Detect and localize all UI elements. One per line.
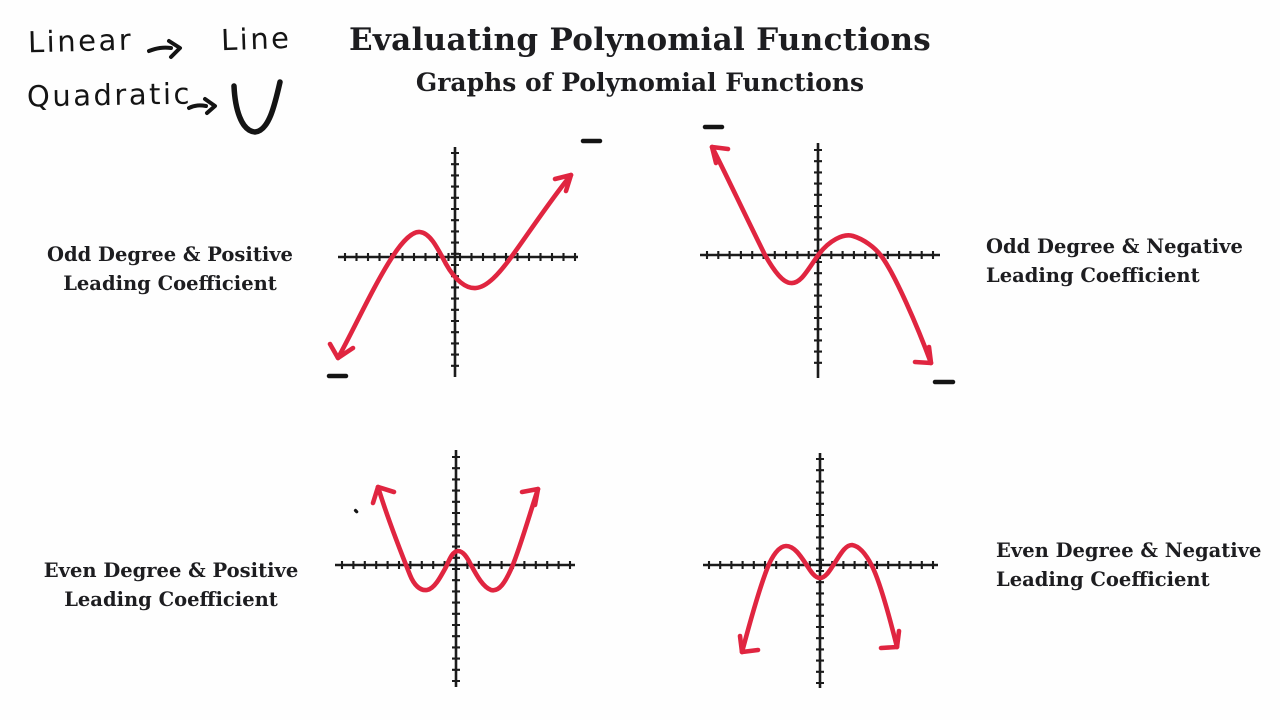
label-even-positive: Even Degree & Positive Leading Coefficie…	[40, 556, 302, 614]
page-subtitle: Graphs of Polynomial Functions	[415, 68, 865, 97]
polynomial-curve	[335, 172, 574, 361]
label-line: Leading Coefficient	[996, 568, 1210, 591]
note-quadratic-term: Quadratic	[26, 76, 193, 114]
end-behavior-dashes	[326, 138, 603, 379]
polynomial-curve	[375, 484, 541, 593]
label-line: Odd Degree & Negative	[986, 235, 1243, 258]
curve-arrowheads	[370, 484, 541, 508]
stray-dot	[353, 508, 359, 514]
label-line: Odd Degree & Positive	[47, 243, 293, 266]
label-line: Even Degree & Negative	[996, 539, 1262, 562]
label-odd-positive: Odd Degree & Positive Leading Coefficien…	[40, 240, 300, 298]
x-axis-ticks	[343, 253, 577, 261]
graph-odd-positive	[326, 138, 603, 379]
xy-axes	[338, 147, 578, 377]
curve-arrowheads	[327, 172, 574, 361]
label-line: Even Degree & Positive	[43, 559, 299, 582]
graph-odd-negative	[700, 124, 956, 385]
page-title: Evaluating Polynomial Functions	[348, 22, 932, 58]
y-axis-ticks	[816, 457, 824, 685]
graph-even-negative	[703, 453, 938, 688]
polynomial-curve	[739, 542, 900, 655]
graph-even-positive	[335, 450, 575, 687]
end-behavior-dashes	[702, 124, 956, 385]
label-line: Leading Coefficient	[63, 272, 277, 295]
u-parabola-icon	[231, 79, 283, 135]
right-arrow-icon	[187, 97, 217, 115]
label-line: Leading Coefficient	[64, 588, 278, 611]
curve-arrowheads	[709, 144, 934, 366]
y-axis-ticks	[452, 455, 460, 683]
x-axis-ticks	[707, 561, 935, 569]
label-even-negative: Even Degree & Negative Leading Coefficie…	[996, 536, 1266, 594]
y-axis-ticks	[814, 148, 822, 364]
x-axis-ticks	[705, 251, 935, 259]
polynomial-curve	[709, 144, 934, 366]
note-linear-term: Linear	[27, 22, 134, 60]
xy-axes	[700, 143, 940, 378]
right-arrow-icon	[147, 39, 182, 59]
curve-arrowheads	[737, 628, 902, 655]
note-linear-result: Line	[220, 20, 293, 58]
x-axis-ticks	[340, 561, 572, 569]
label-odd-negative: Odd Degree & Negative Leading Coefficien…	[986, 232, 1256, 290]
label-line: Leading Coefficient	[986, 264, 1200, 287]
